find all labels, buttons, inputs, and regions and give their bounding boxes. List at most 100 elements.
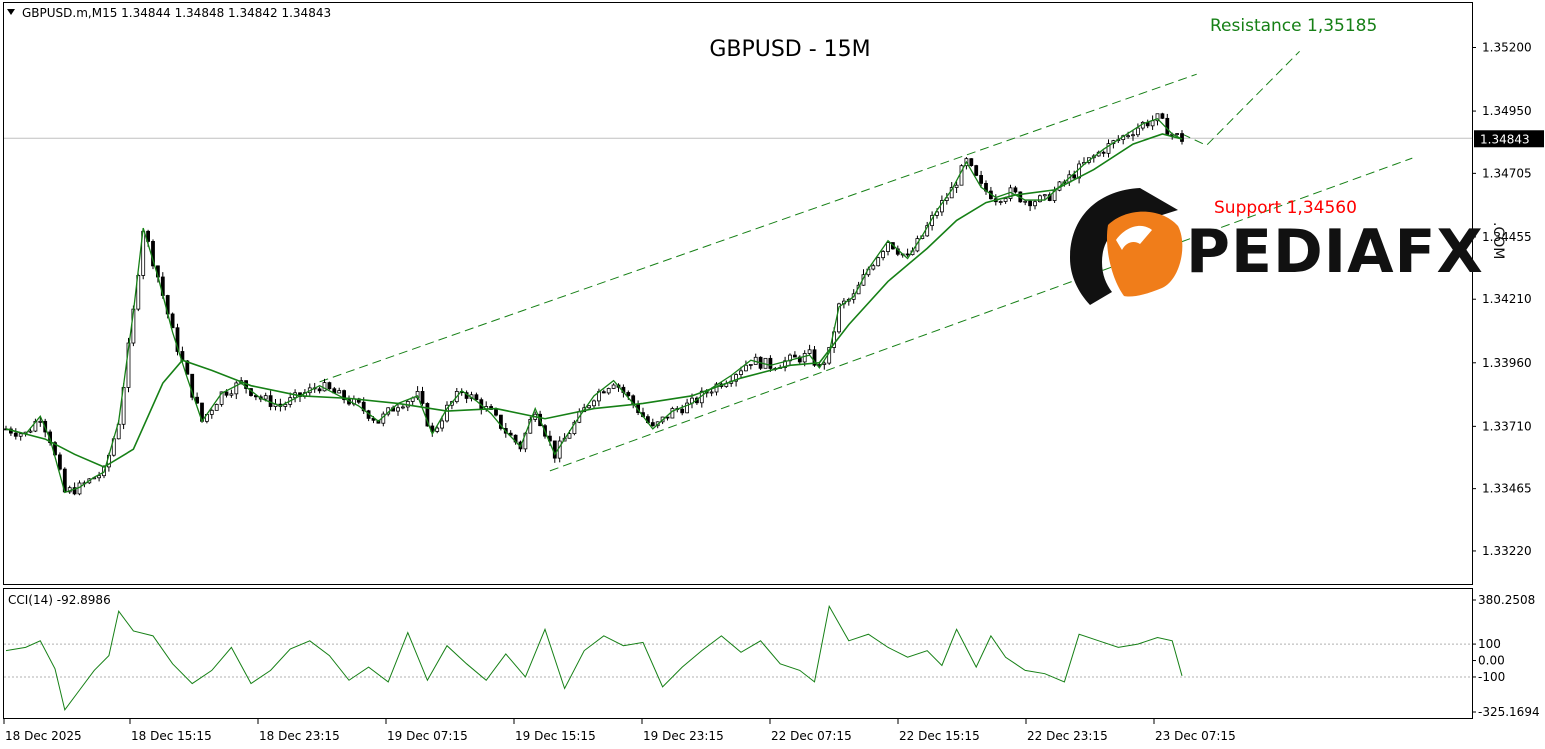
candle <box>1150 115 1155 130</box>
time-tick-label: 23 Dec 07:15 <box>1155 729 1236 743</box>
price-tick-label: 1.34210 <box>1482 292 1532 306</box>
candle <box>748 364 753 370</box>
support-label: Support 1,34560 <box>1214 198 1357 218</box>
candle <box>998 200 1003 206</box>
dropdown-triangle-icon[interactable] <box>7 9 15 15</box>
candle <box>1180 130 1184 145</box>
time-tick-label: 19 Dec 07:15 <box>387 729 468 743</box>
current-price-label: 1.34843 <box>1480 132 1530 146</box>
trend-channel <box>319 50 1413 472</box>
candle <box>753 353 758 365</box>
cci-line <box>5 604 1183 712</box>
candle <box>420 386 425 406</box>
candles-layer <box>4 112 1184 496</box>
time-tick-label: 22 Dec 15:15 <box>899 729 980 743</box>
candle <box>783 356 787 372</box>
candle <box>415 386 420 400</box>
candle <box>18 432 23 441</box>
candle <box>366 409 371 422</box>
candle <box>317 386 322 394</box>
candle <box>744 360 748 372</box>
candle <box>474 392 479 401</box>
time-tick-label: 19 Dec 23:15 <box>643 729 724 743</box>
candle <box>680 404 685 416</box>
candle <box>298 392 302 402</box>
cci-tick-label: 0.00 <box>1478 654 1505 668</box>
candle <box>1136 123 1140 138</box>
candle <box>807 344 812 355</box>
symbol-info: GBPUSD.m,M15 1.34844 1.34848 1.34842 1.3… <box>22 6 331 20</box>
candle <box>797 355 802 365</box>
time-tick-label: 18 Dec 15:15 <box>131 729 212 743</box>
moving-average-line <box>5 133 1183 468</box>
resistance-label: Resistance 1,35185 <box>1210 16 1377 36</box>
candle <box>440 415 445 432</box>
candle <box>435 426 440 434</box>
candle <box>337 387 342 394</box>
candle <box>38 416 43 427</box>
price-lines <box>5 117 1183 494</box>
candle <box>793 351 797 358</box>
candle <box>1101 150 1106 157</box>
candle <box>1140 120 1145 131</box>
cci-tick-label: -325.1694 <box>1478 705 1540 719</box>
candle <box>601 389 606 394</box>
cci-tick-label: 380.2508 <box>1478 593 1535 607</box>
candle <box>1106 139 1111 158</box>
candle <box>190 373 195 401</box>
price-tick-label: 1.34950 <box>1482 104 1532 118</box>
candle <box>611 383 616 390</box>
candle <box>464 390 469 404</box>
candle <box>327 381 332 390</box>
candle <box>1165 113 1170 135</box>
pediafx-logo: PEDIAFX .COM <box>1070 188 1506 305</box>
price-tick-label: 1.33960 <box>1482 356 1532 370</box>
time-tick-label: 18 Dec 2025 <box>5 729 82 743</box>
candle <box>822 361 827 370</box>
candle <box>229 389 234 398</box>
current-price-badge <box>1474 130 1544 148</box>
time-axis: 18 Dec 2025 18 Dec 15:15 18 Dec 23:15 19 De… <box>3 719 1236 743</box>
cci-lines <box>5 604 1183 712</box>
candle <box>871 263 876 271</box>
projection-path <box>1181 50 1300 146</box>
candle <box>881 249 885 261</box>
logo-suffix: .COM <box>1490 222 1506 259</box>
price-tick-label: 1.34705 <box>1482 166 1532 180</box>
candle <box>1145 119 1150 129</box>
candle <box>342 389 347 404</box>
candle <box>1033 199 1037 210</box>
candle <box>905 248 910 257</box>
time-tick-label: 18 Dec 23:15 <box>259 729 340 743</box>
candle <box>1077 160 1081 184</box>
candle <box>984 180 988 195</box>
candle <box>969 158 974 167</box>
candle <box>13 428 18 440</box>
candle <box>396 403 400 416</box>
zigzag-line <box>5 117 1183 494</box>
candle <box>650 418 655 427</box>
time-tick-label: 22 Dec 07:15 <box>771 729 852 743</box>
price-tick-label: 1.33710 <box>1482 419 1532 433</box>
candle <box>768 355 773 372</box>
candle <box>959 164 964 186</box>
price-tick-label: 1.34455 <box>1482 230 1532 244</box>
logo-text: PEDIAFX <box>1186 217 1484 287</box>
cci-axis: 380.2508 100 0.00 -100 -325.1694 <box>4 593 1540 719</box>
candle <box>170 312 175 329</box>
candle <box>381 411 386 427</box>
cci-pane-frame <box>3 588 1473 719</box>
candle <box>1175 133 1179 137</box>
candle <box>665 416 670 421</box>
time-tick-label: 22 Dec 23:15 <box>1027 729 1108 743</box>
candle <box>1131 130 1135 141</box>
candle <box>1072 170 1077 180</box>
candle <box>1038 194 1042 203</box>
candle <box>979 170 983 188</box>
candle <box>974 164 979 177</box>
cci-tick-label: -100 <box>1478 670 1505 684</box>
candle <box>498 414 503 431</box>
time-tick-label: 19 Dec 15:15 <box>515 729 596 743</box>
candle <box>209 408 214 419</box>
